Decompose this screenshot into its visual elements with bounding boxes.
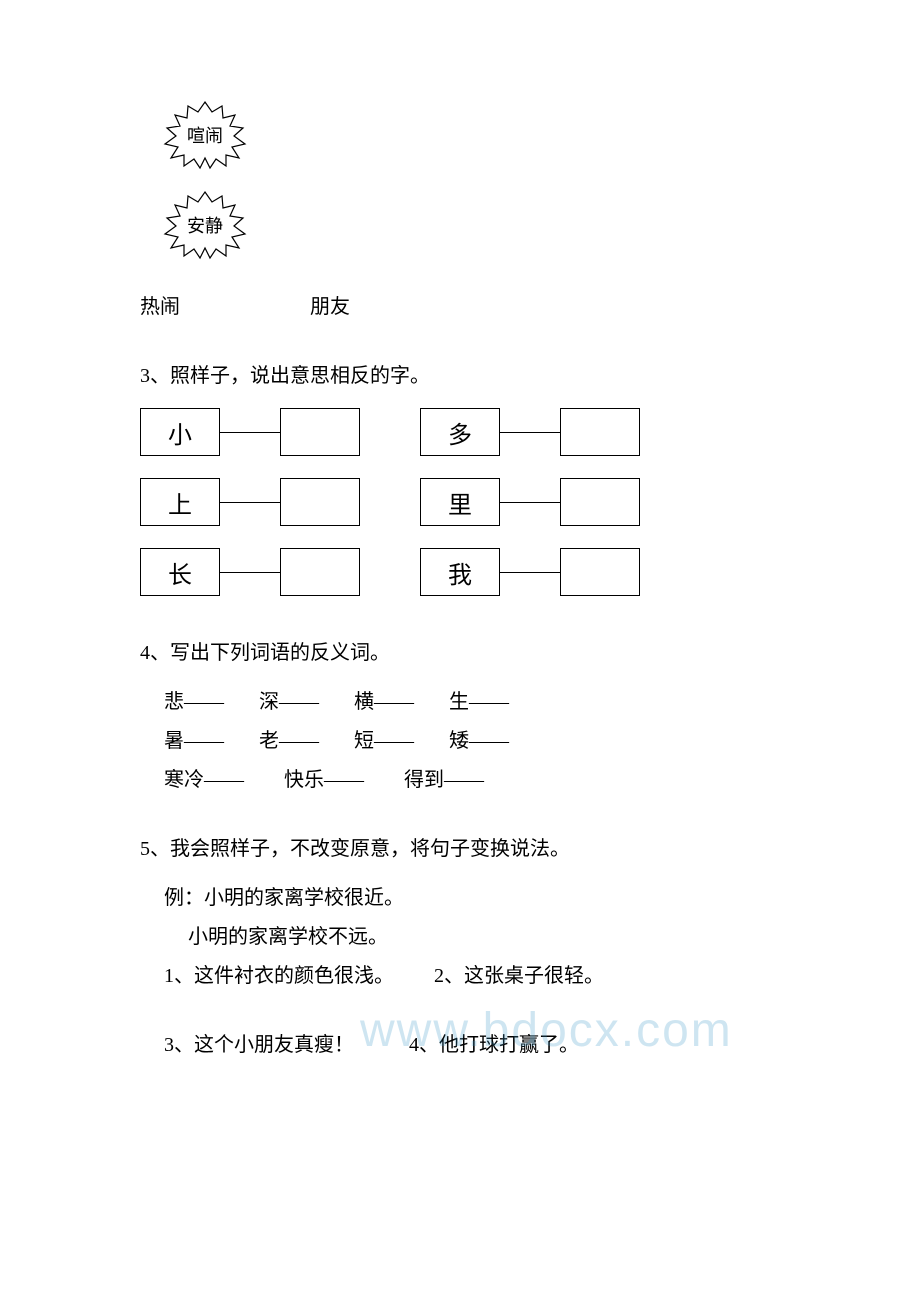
q4-row-2: 暑—— 老—— 短—— 矮—— [164, 724, 780, 753]
starburst-word-1: 喧闹 [160, 100, 250, 170]
answer-box[interactable] [560, 408, 640, 456]
connector-line [220, 572, 280, 573]
connector-line [500, 432, 560, 433]
char-box: 长 [140, 548, 220, 596]
connector-line [220, 432, 280, 433]
connector-line [220, 502, 280, 503]
q5-title: 5、我会照样子，不改变原意，将句子变换说法。 [140, 832, 780, 861]
q5-example-label: 例：小明的家离学校很近。 [164, 881, 780, 910]
connector-line [500, 502, 560, 503]
q4-row-1: 悲—— 深—— 横—— 生—— [164, 685, 780, 714]
q5-example-answer: 小明的家离学校不远。 [188, 920, 780, 949]
q3-row: 长 [140, 548, 360, 596]
watermark: www.bdocx.com [360, 1003, 733, 1058]
q3-row: 小 [140, 408, 360, 456]
q3-row: 里 [420, 478, 640, 526]
q4-title: 4、写出下列词语的反义词。 [140, 636, 780, 665]
q3-left-col: 小 上 长 [140, 408, 360, 606]
starburst-text-1: 喧闹 [187, 122, 223, 148]
answer-box[interactable] [560, 478, 640, 526]
q3-row: 上 [140, 478, 360, 526]
char-box: 上 [140, 478, 220, 526]
q3-row: 我 [420, 548, 640, 596]
inline-words: 热闹 朋友 [140, 290, 780, 319]
starburst-word-2: 安静 [160, 190, 250, 260]
char-box: 多 [420, 408, 500, 456]
q3-title: 3、照样子，说出意思相反的字。 [140, 359, 780, 388]
q3-row: 多 [420, 408, 640, 456]
starburst-text-2: 安静 [187, 212, 223, 238]
q3-grid: 小 上 长 多 里 [140, 408, 780, 606]
answer-box[interactable] [280, 478, 360, 526]
answer-box[interactable] [280, 408, 360, 456]
q4-row-3: 寒冷—— 快乐—— 得到—— [164, 763, 780, 792]
q3-right-col: 多 里 我 [420, 408, 640, 606]
answer-box[interactable] [280, 548, 360, 596]
char-box: 小 [140, 408, 220, 456]
q5-line-1: 1、这件衬衣的颜色很浅。 2、这张桌子很轻。 [164, 959, 780, 988]
connector-line [500, 572, 560, 573]
char-box: 里 [420, 478, 500, 526]
char-box: 我 [420, 548, 500, 596]
answer-box[interactable] [560, 548, 640, 596]
